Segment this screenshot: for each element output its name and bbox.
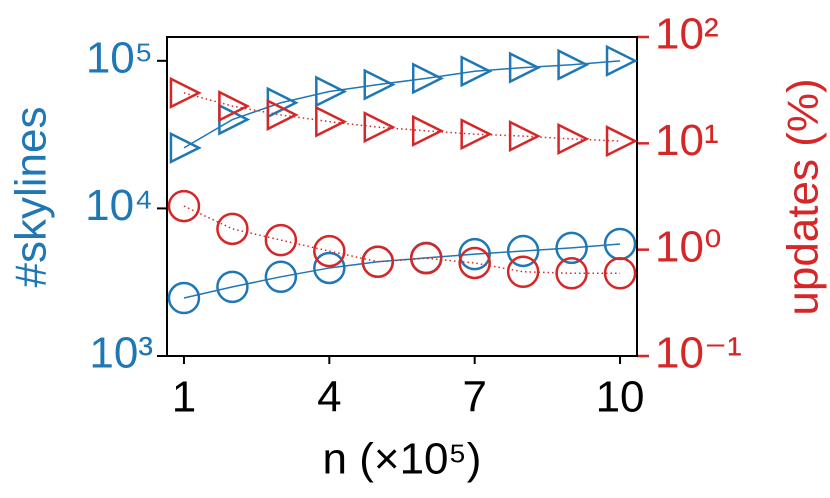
marker [506,255,540,288]
y-tick-label: 10⁵ [86,33,153,82]
series-line [183,205,621,275]
marker [409,242,443,275]
marker [169,76,202,109]
marker [460,55,493,88]
marker [506,234,540,268]
marker [313,234,346,268]
marker [458,246,491,280]
marker [264,223,298,257]
marker [555,257,588,290]
marker [315,75,348,108]
marker [363,68,396,101]
marker [458,237,491,271]
marker [557,48,590,81]
y-tick-label: 10⁴ [85,181,153,230]
marker [266,98,299,131]
series-line [183,243,621,299]
y2-tick-label: 10¹ [655,116,719,165]
series-line [183,60,621,149]
marker [411,62,445,95]
marker [167,281,201,315]
y-axis-label: #skylines [7,107,56,288]
marker [605,125,638,158]
marker [361,245,395,278]
marker [218,90,251,123]
marker [363,111,396,144]
marker [555,231,588,265]
marker [315,105,348,138]
x-tick-label: 10 [596,373,645,422]
y2-tick-label: 10⁻¹ [655,329,742,378]
x-tick-label: 7 [462,373,486,422]
marker [557,122,590,155]
marker [508,51,541,84]
x-axis-label: n (×10⁵) [323,435,482,484]
marker [411,114,445,147]
series-line [183,92,621,142]
marker [216,270,249,304]
y2-tick-label: 10⁰ [655,222,722,271]
x-tick-label: 1 [172,373,196,422]
marker [216,212,249,246]
marker [169,131,202,164]
marker [264,260,298,294]
x-tick-label: 4 [317,373,341,422]
marker [508,120,541,153]
marker [603,257,637,290]
y-tick-label: 10³ [89,329,153,378]
marker [460,118,493,151]
marker [605,44,638,77]
plot-frame [166,36,638,357]
marker [167,189,201,223]
y2-tick-label: 10² [655,10,719,59]
marker [313,251,346,285]
y2-axis-label: updates (%) [779,78,828,315]
